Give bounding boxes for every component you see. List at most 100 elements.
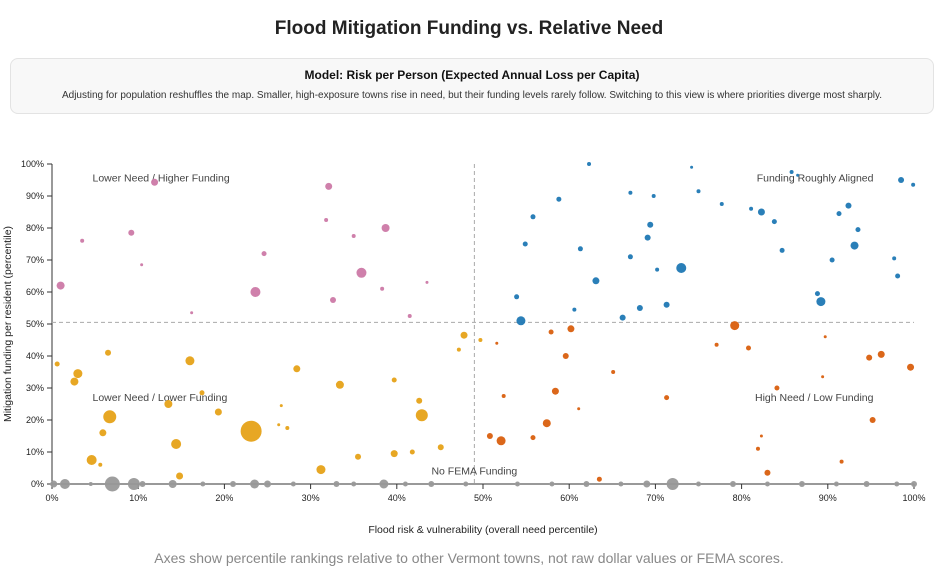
y-tick-label: 0% [31, 479, 44, 489]
page-title: Flood Mitigation Funding vs. Relative Ne… [274, 18, 664, 39]
x-tick-label: 100% [902, 493, 925, 503]
data-point-bottom-left [171, 439, 182, 449]
data-point-top-right [530, 214, 536, 220]
x-tick-label: 10% [129, 493, 147, 503]
data-point-bottom-right [877, 350, 885, 358]
data-point-top-right [592, 277, 600, 285]
data-point-top-right [895, 273, 901, 279]
data-point-bottom-right [764, 469, 771, 476]
y-tick-label: 80% [26, 223, 44, 233]
data-point-top-right [690, 165, 694, 169]
model-info-panel: Model: Risk per Person (Expected Annual … [10, 58, 934, 114]
y-tick-label: 10% [26, 447, 44, 457]
y-tick-label: 30% [26, 383, 44, 393]
data-point-bottom-left [54, 361, 60, 367]
data-point-no-funding [549, 481, 555, 487]
data-point-bottom-left [460, 331, 468, 339]
data-point-bottom-left [390, 450, 398, 458]
data-point-no-funding [911, 481, 917, 487]
y-tick-label: 50% [26, 319, 44, 329]
data-point-bottom-left [86, 455, 97, 465]
data-point-no-funding [666, 478, 679, 490]
data-point-no-funding [764, 481, 770, 487]
data-point-top-right [627, 254, 633, 260]
data-point-bottom-left [279, 404, 283, 408]
data-point-bottom-left [285, 426, 290, 430]
data-point-no-funding [139, 481, 146, 487]
data-point-top-left [261, 251, 267, 257]
data-point-top-right [771, 219, 777, 225]
data-point-bottom-left [105, 349, 112, 356]
data-point-bottom-left [103, 410, 117, 424]
data-point-bottom-right [866, 354, 873, 361]
data-point-bottom-right [823, 335, 827, 339]
data-point-top-left [407, 314, 412, 318]
data-point-no-funding [379, 479, 389, 489]
data-point-bottom-right [548, 329, 554, 335]
data-point-bottom-left [199, 390, 205, 396]
data-point-bottom-right [530, 435, 536, 441]
data-point-top-left [80, 238, 85, 243]
data-point-no-funding [514, 481, 520, 487]
data-point-bottom-right [495, 341, 499, 345]
data-point-bottom-left [277, 423, 281, 427]
data-point-no-funding [428, 481, 435, 487]
data-point-no-funding [88, 482, 93, 486]
data-point-bottom-right [567, 325, 575, 333]
data-point-top-right [814, 291, 820, 297]
x-axis-title: Flood risk & vulnerability (overall need… [368, 524, 597, 536]
data-point-top-right [816, 297, 826, 307]
data-point-bottom-left [409, 449, 415, 455]
data-point-no-funding [863, 481, 870, 487]
data-point-top-left [324, 218, 329, 222]
data-point-top-right [719, 202, 724, 206]
data-point-bottom-right [551, 387, 559, 395]
data-point-top-left [325, 182, 333, 190]
data-point-top-right [829, 257, 835, 263]
data-point-top-right [696, 189, 701, 194]
data-point-top-left [356, 267, 367, 278]
x-tick-label: 60% [560, 493, 578, 503]
data-point-bottom-right [501, 394, 506, 398]
data-point-bottom-right [759, 434, 763, 438]
data-point-top-right [779, 247, 785, 253]
data-point-no-funding [402, 481, 408, 487]
data-point-no-funding [833, 481, 839, 487]
quadrant-label-top-left: Lower Need / Higher Funding [93, 173, 230, 185]
data-point-top-right [651, 194, 656, 198]
data-point-no-funding [104, 476, 120, 492]
data-point-top-right [619, 314, 626, 321]
data-point-top-right [644, 234, 651, 241]
data-point-top-right [655, 267, 660, 272]
data-point-no-funding [696, 481, 701, 487]
data-point-top-right [556, 196, 562, 202]
data-point-no-funding [351, 481, 357, 487]
data-point-top-left [151, 178, 159, 186]
data-point-no-funding [290, 481, 296, 487]
data-point-no-funding [59, 479, 70, 489]
data-point-bottom-left [478, 338, 483, 342]
data-point-top-left [380, 286, 385, 291]
data-point-top-right [911, 182, 916, 187]
data-point-top-right [663, 301, 670, 308]
x-tick-label: 40% [388, 493, 406, 503]
data-point-bottom-left [335, 380, 344, 389]
data-point-top-right [647, 221, 654, 228]
data-point-bottom-left [73, 369, 83, 379]
data-point-bottom-left [437, 444, 444, 451]
data-point-no-funding [168, 480, 177, 488]
data-point-top-right [749, 206, 754, 211]
data-point-no-funding [729, 481, 736, 487]
data-point-bottom-right [596, 476, 602, 482]
data-point-top-right [757, 208, 765, 216]
data-point-bottom-right [839, 459, 844, 464]
data-point-bottom-left [416, 397, 423, 404]
data-point-no-funding [894, 481, 900, 487]
y-tick-label: 40% [26, 351, 44, 361]
data-point-bottom-right [611, 370, 616, 374]
data-point-bottom-right [907, 363, 915, 371]
data-point-top-right [892, 256, 897, 261]
x-tick-label: 90% [819, 493, 837, 503]
y-tick-label: 70% [26, 255, 44, 265]
data-point-no-funding [50, 480, 58, 488]
